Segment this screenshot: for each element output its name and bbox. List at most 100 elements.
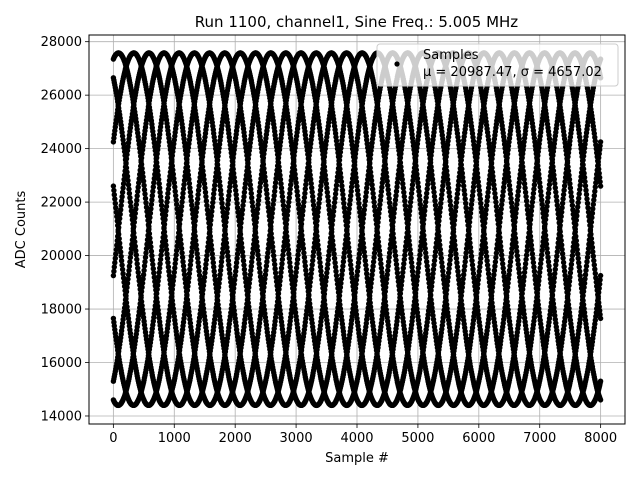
data-point xyxy=(493,199,499,205)
data-point xyxy=(561,183,568,189)
data-point xyxy=(143,200,149,206)
data-point xyxy=(597,139,604,145)
data-point xyxy=(547,311,553,318)
data-point xyxy=(453,199,460,206)
data-point xyxy=(387,204,393,210)
data-point xyxy=(127,195,133,201)
data-point xyxy=(560,191,567,198)
data-point xyxy=(204,252,210,259)
data-point xyxy=(188,257,194,264)
data-point xyxy=(577,182,583,188)
data-point xyxy=(393,261,400,268)
data-point xyxy=(141,182,147,189)
data-point xyxy=(196,178,203,185)
data-point xyxy=(577,186,583,193)
data-point xyxy=(135,269,141,276)
data-point xyxy=(568,265,574,272)
data-point xyxy=(515,257,521,263)
data-point xyxy=(203,261,209,267)
data-point xyxy=(257,269,263,276)
data-point xyxy=(248,190,254,197)
data-point xyxy=(372,208,378,214)
data-point xyxy=(148,244,154,250)
data-point xyxy=(568,261,575,267)
data-point xyxy=(567,274,573,280)
data-point xyxy=(509,204,515,210)
data-point xyxy=(195,196,201,202)
data-point xyxy=(491,182,497,188)
data-point xyxy=(186,270,193,277)
data-point xyxy=(553,262,559,268)
data-point xyxy=(453,204,459,210)
data-point xyxy=(247,182,253,188)
data-point xyxy=(500,265,506,271)
data-point xyxy=(493,203,500,210)
data-point xyxy=(447,257,453,263)
data-point xyxy=(570,248,576,254)
data-point xyxy=(326,248,332,254)
data-point xyxy=(574,208,580,215)
data-point xyxy=(393,257,399,263)
data-point xyxy=(196,183,202,189)
data-point xyxy=(430,270,436,277)
data-point xyxy=(431,257,438,264)
data-point xyxy=(324,270,330,276)
data-point xyxy=(517,274,523,280)
data-point xyxy=(455,182,462,188)
data-point xyxy=(257,274,264,280)
data-point xyxy=(377,252,383,258)
data-point xyxy=(151,270,157,276)
data-point xyxy=(311,244,317,251)
data-point xyxy=(270,248,276,254)
data-point xyxy=(254,248,261,254)
data-point xyxy=(273,274,279,280)
data-point xyxy=(140,178,147,184)
data-point xyxy=(318,183,324,189)
data-point xyxy=(149,253,155,259)
data-point xyxy=(506,178,512,184)
data-point xyxy=(309,266,315,272)
data-point xyxy=(506,182,513,189)
data-point xyxy=(439,187,445,193)
data-point xyxy=(492,195,499,201)
data-point xyxy=(575,199,581,206)
data-point xyxy=(552,270,558,277)
data-point xyxy=(554,249,560,255)
data-point xyxy=(395,274,401,280)
data-point xyxy=(370,195,377,201)
data-point xyxy=(204,248,211,254)
data-point xyxy=(391,244,398,250)
data-point xyxy=(371,199,377,205)
data-point xyxy=(562,178,568,185)
data-point xyxy=(264,195,270,202)
data-point xyxy=(325,257,331,263)
data-point xyxy=(270,244,276,250)
data-point xyxy=(514,253,520,259)
data-point xyxy=(445,274,451,280)
data-point xyxy=(323,274,329,280)
data-point xyxy=(151,274,157,280)
data-point xyxy=(333,186,339,193)
data-point xyxy=(127,199,134,205)
data-point xyxy=(189,244,195,251)
data-point xyxy=(203,257,210,263)
data-point xyxy=(431,262,437,268)
data-point xyxy=(507,191,514,197)
data-point xyxy=(516,270,522,276)
data-point xyxy=(491,186,498,192)
data-point xyxy=(440,178,446,185)
data-point xyxy=(515,261,521,268)
data-point xyxy=(559,200,566,206)
data-point xyxy=(250,203,256,210)
data-point xyxy=(555,244,561,251)
data-point xyxy=(125,182,132,188)
data-point xyxy=(136,274,142,280)
data-point xyxy=(379,269,385,276)
data-point xyxy=(187,262,194,268)
data-point xyxy=(392,248,398,254)
data-point xyxy=(263,182,269,189)
data-point xyxy=(325,261,331,267)
data-point xyxy=(371,203,378,210)
data-point xyxy=(576,191,582,197)
data-point xyxy=(439,191,445,198)
